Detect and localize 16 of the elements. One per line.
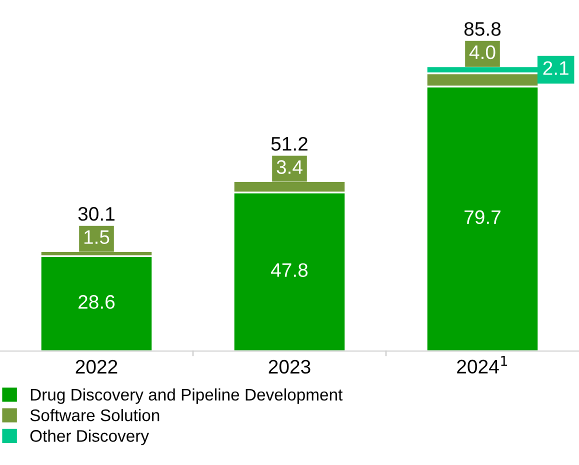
total-label: 51.2 (271, 136, 308, 151)
total-label: 85.8 (464, 22, 501, 36)
legend-label: Other Discovery (30, 430, 150, 446)
legend-label: Software Solution (30, 408, 160, 422)
x-tick-label: 2024$^{1}$ (457, 356, 507, 374)
data-label: 1.5 (84, 230, 110, 244)
legend-label: Drug Discovery and Pipeline Development (30, 388, 343, 404)
x-tick-label: 2023 (268, 360, 310, 374)
data-label: 4.0 (469, 45, 496, 60)
total-label: 30.1 (78, 206, 114, 221)
data-label: 79.7 (464, 210, 500, 224)
data-label: 2.1 (543, 61, 568, 75)
data-label: 47.8 (271, 263, 308, 277)
x-tick-label: 2022 (76, 360, 118, 374)
data-label: 3.4 (276, 160, 302, 174)
data-label: 28.6 (78, 295, 115, 309)
